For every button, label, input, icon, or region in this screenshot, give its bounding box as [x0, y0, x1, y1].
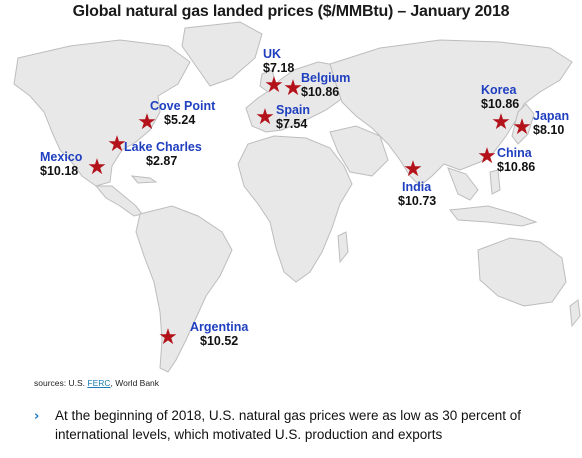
china-price: $10.86: [497, 160, 536, 174]
chevron-right-icon: ›: [34, 409, 40, 424]
mexico-name: Mexico: [40, 150, 83, 164]
uk-label: UK $7.18: [263, 47, 294, 75]
belgium-star-icon: ★: [283, 76, 303, 101]
world-map: [13, 21, 581, 373]
spain-star-icon: ★: [255, 105, 275, 130]
china-label: China $10.86: [497, 146, 535, 174]
india-label: India $10.73: [398, 180, 436, 208]
japan-name: Japan: [533, 109, 570, 123]
japan-star-icon: ★: [512, 115, 532, 140]
lake-charles-name: Lake Charles: [124, 140, 202, 154]
mexico-star-icon: ★: [87, 155, 107, 180]
korea-star-icon: ★: [491, 110, 511, 135]
uk-price: $7.18: [263, 61, 295, 75]
belgium-price: $10.86: [301, 85, 340, 99]
australia-landmass: [477, 237, 567, 307]
spain-name: Spain: [276, 103, 311, 117]
sources-note: sources: U.S. FERC, World Bank: [34, 378, 159, 388]
map-title: Global natural gas landed prices ($/MMBt…: [72, 3, 510, 20]
japan-label: Japan $8.10: [533, 109, 569, 137]
indonesia-landmass: [449, 205, 538, 227]
cove-point-star-icon: ★: [137, 110, 157, 135]
cove-point-name: Cove Point: [150, 99, 216, 113]
uk-name: UK: [263, 47, 282, 61]
korea-label: Korea $10.86: [481, 83, 519, 111]
lake-charles-price: $2.87: [146, 154, 178, 168]
spain-price: $7.54: [276, 117, 308, 131]
ferc-link[interactable]: FERC: [87, 378, 111, 388]
india-name: India: [402, 180, 432, 194]
argentina-name: Argentina: [190, 320, 249, 334]
india-price: $10.73: [398, 194, 437, 208]
argentina-label: Argentina $10.52: [190, 320, 248, 348]
greenland-landmass: [181, 21, 263, 87]
africa-landmass: [237, 135, 353, 283]
madagascar-landmass: [337, 231, 349, 264]
china-name: China: [497, 146, 532, 160]
argentina-price: $10.52: [200, 334, 239, 348]
spain-label: Spain $7.54: [276, 103, 310, 131]
sources-prefix: sources: U.S.: [34, 378, 88, 388]
japan-landmass: [511, 103, 535, 145]
central-america-landmass: [94, 185, 143, 217]
cove-point-price: $5.24: [164, 113, 196, 127]
korea-name: Korea: [481, 83, 517, 97]
belgium-name: Belgium: [301, 71, 351, 85]
japan-price: $8.10: [533, 123, 565, 137]
summary-bullet: At the beginning of 2018, U.S. natural g…: [55, 408, 522, 442]
asia-landmass: [329, 39, 573, 187]
lake-charles-star-icon: ★: [107, 132, 127, 157]
mexico-label: Mexico $10.18: [40, 150, 82, 178]
new-zealand-landmass: [569, 299, 581, 328]
belgium-label: Belgium $10.86: [301, 71, 350, 99]
south-america-landmass: [135, 205, 233, 373]
korea-price: $10.86: [481, 97, 520, 111]
mexico-price: $10.18: [40, 164, 79, 178]
china-star-icon: ★: [477, 144, 497, 169]
sources-suffix: , World Bank: [110, 378, 160, 388]
argentina-star-icon: ★: [158, 325, 178, 350]
cove-point-label: Cove Point $5.24: [150, 99, 215, 127]
north-america-landmass: [13, 39, 191, 187]
lake-charles-label: Lake Charles $2.87: [124, 140, 202, 168]
caribbean-islands: [130, 175, 158, 184]
middle-east-landmass: [329, 125, 389, 177]
southeast-asia-landmass: [447, 167, 479, 201]
british-isles-landmass: [259, 69, 277, 93]
uk-star-icon: ★: [264, 73, 284, 98]
philippines-landmass: [489, 169, 501, 195]
india-star-icon: ★: [403, 157, 423, 182]
